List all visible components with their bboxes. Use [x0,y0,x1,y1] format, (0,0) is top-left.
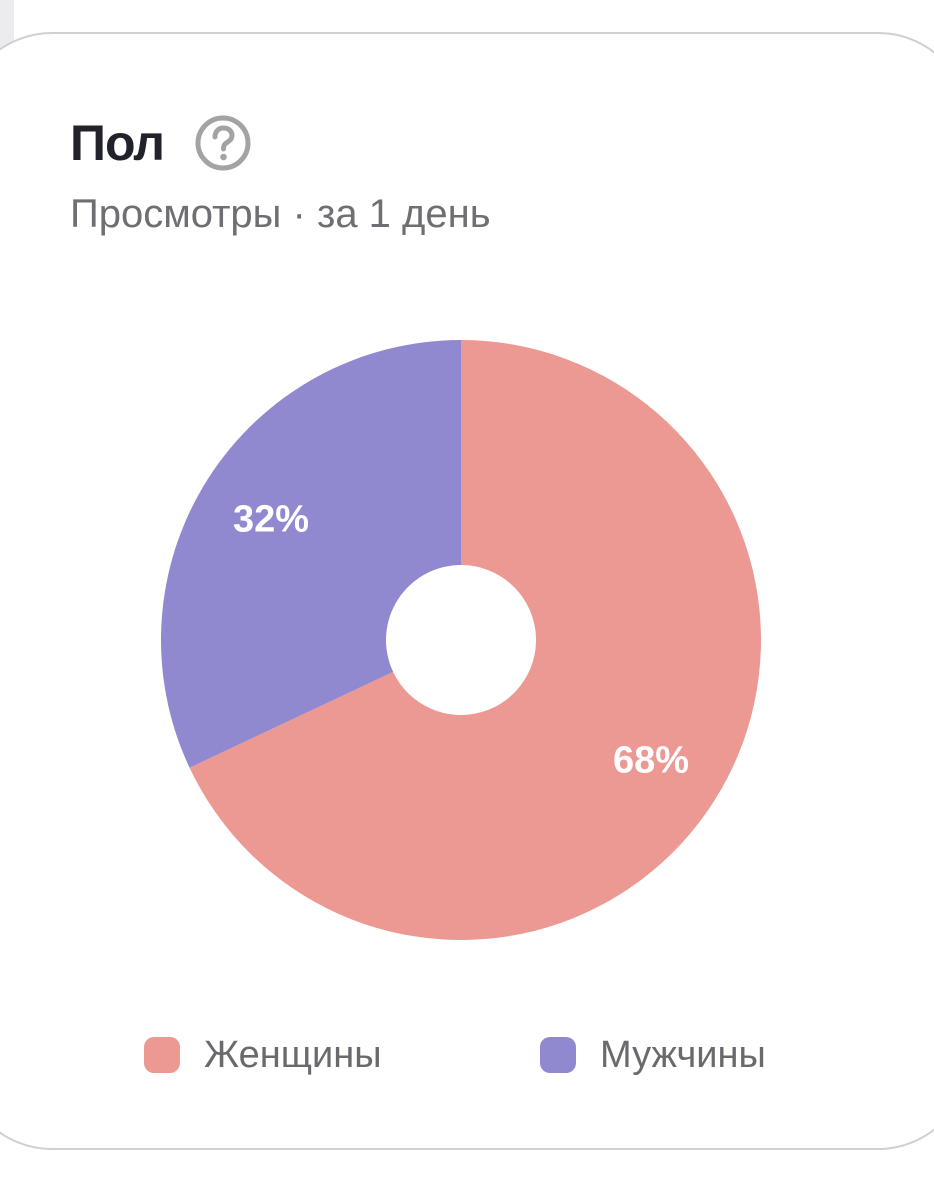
legend-label-women: Женщины [204,1033,382,1076]
legend-item-men[interactable]: Мужчины [540,1030,766,1080]
chart-legend: Женщины Мужчины [0,1030,934,1080]
card-header: Пол [70,108,252,178]
slice-men[interactable] [160,339,461,768]
card-title: Пол [70,115,165,171]
slice-women[interactable] [189,340,761,940]
legend-label-men: Мужчины [600,1033,766,1076]
legend-swatch-men [540,1037,576,1073]
gender-card [0,32,934,1150]
data-label-women: 68% [613,740,689,782]
card-subtitle: Просмотры · за 1 день [70,192,491,236]
data-label-men: 32% [233,498,309,540]
question-circle-icon[interactable] [194,114,252,172]
legend-swatch-women [144,1037,180,1073]
legend-item-women[interactable]: Женщины [144,1030,382,1080]
